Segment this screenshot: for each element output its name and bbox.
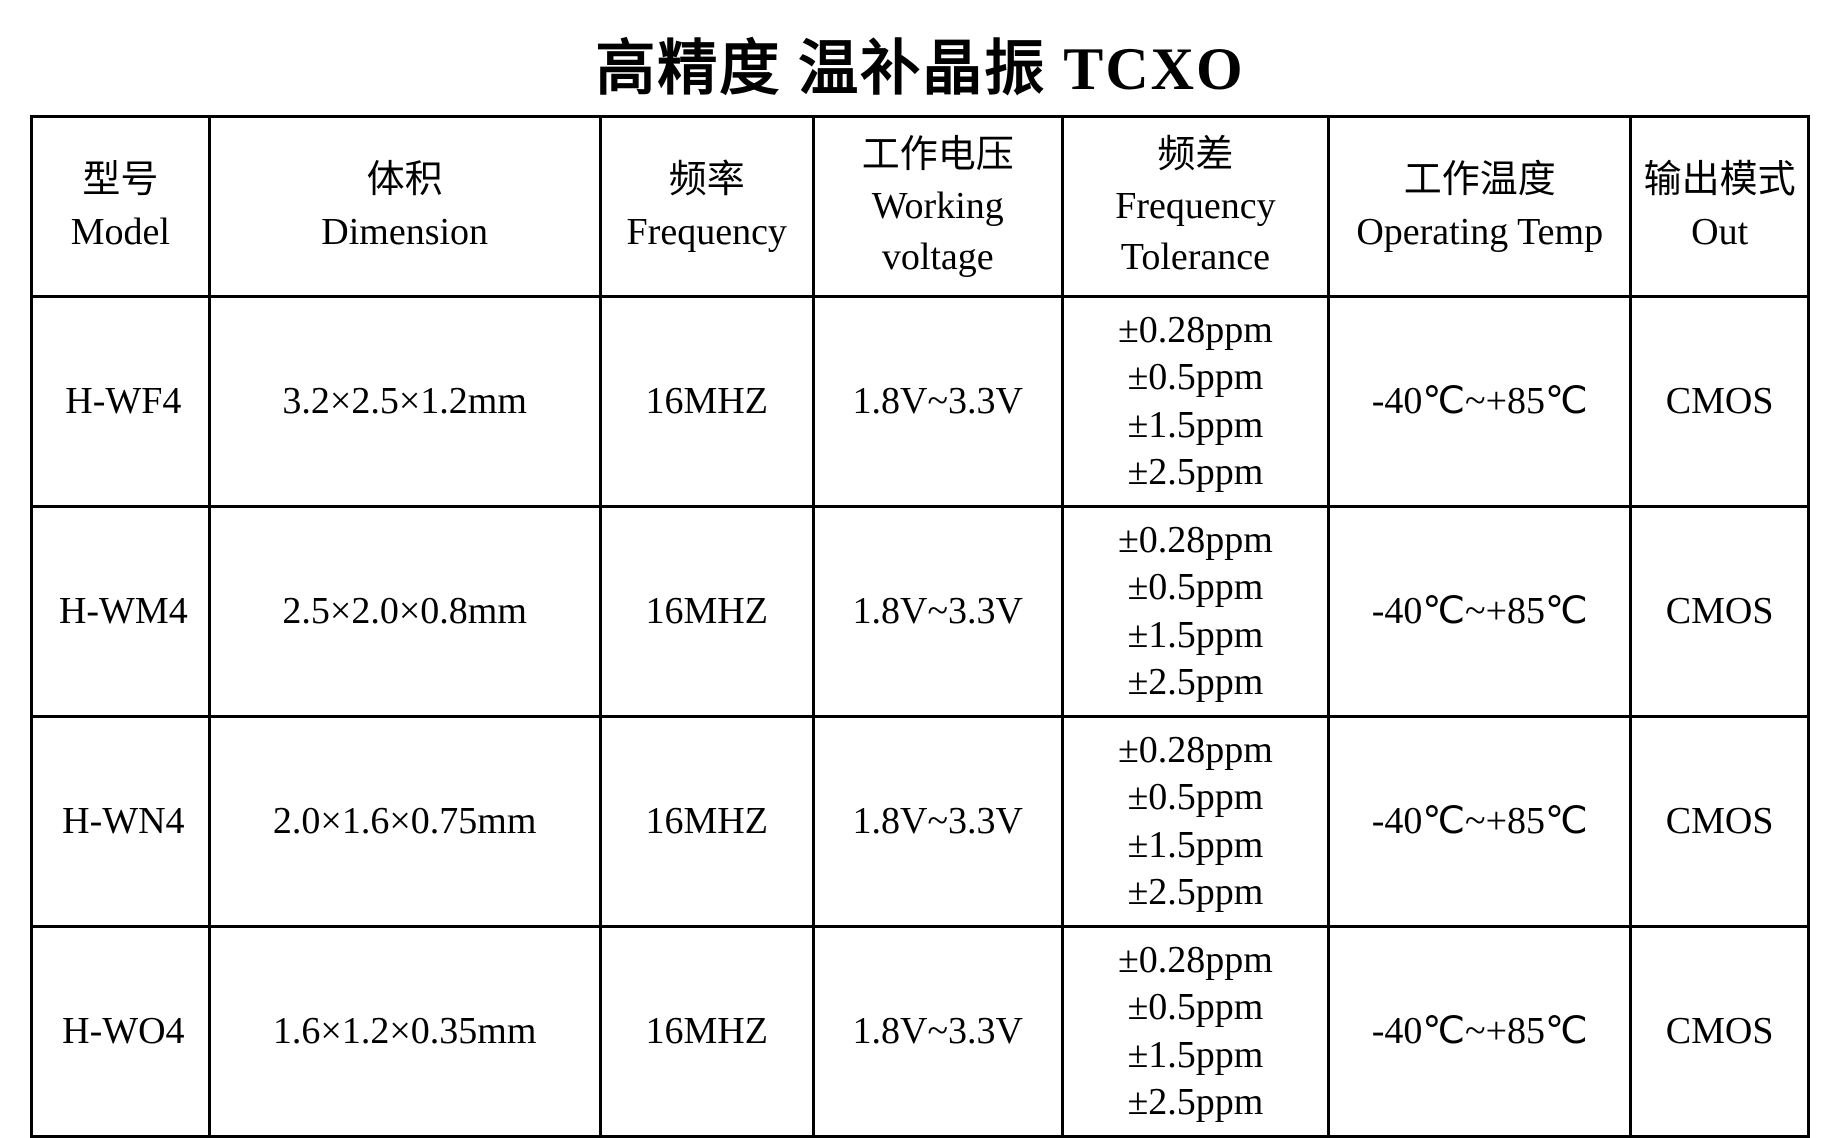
cell-voltage: 1.8V~3.3V bbox=[813, 717, 1062, 927]
table-row: H-WN42.0×1.6×0.75mm16MHZ1.8V~3.3V±0.28pp… bbox=[32, 717, 1809, 927]
cell-dimension: 3.2×2.5×1.2mm bbox=[209, 297, 600, 507]
col-header-en: Model bbox=[37, 207, 204, 258]
col-header-cn: 频率 bbox=[606, 155, 808, 206]
tolerance-value: ±1.5ppm bbox=[1068, 402, 1324, 450]
cell-voltage: 1.8V~3.3V bbox=[813, 297, 1062, 507]
tolerance-value: ±2.5ppm bbox=[1068, 449, 1324, 497]
tolerance-value: ±2.5ppm bbox=[1068, 1079, 1324, 1127]
col-header-en: Dimension bbox=[215, 207, 595, 258]
tolerance-value: ±0.28ppm bbox=[1068, 517, 1324, 565]
cell-dimension: 2.0×1.6×0.75mm bbox=[209, 717, 600, 927]
col-header-en: Frequency Tolerance bbox=[1068, 181, 1324, 284]
col-header-en: Frequency bbox=[606, 207, 808, 258]
col-header-frequency: 频率 Frequency bbox=[600, 117, 813, 297]
cell-temp: -40℃~+85℃ bbox=[1329, 297, 1631, 507]
cell-model: H-WF4 bbox=[32, 297, 210, 507]
cell-frequency: 16MHZ bbox=[600, 507, 813, 717]
col-header-en: Operating Temp bbox=[1334, 207, 1625, 258]
tolerance-value: ±0.5ppm bbox=[1068, 984, 1324, 1032]
cell-model: H-WM4 bbox=[32, 507, 210, 717]
cell-tolerance: ±0.28ppm±0.5ppm±1.5ppm±2.5ppm bbox=[1062, 717, 1329, 927]
tolerance-value: ±1.5ppm bbox=[1068, 612, 1324, 660]
table-body: H-WF43.2×2.5×1.2mm16MHZ1.8V~3.3V±0.28ppm… bbox=[32, 297, 1809, 1137]
col-header-en: Working voltage bbox=[819, 181, 1057, 284]
cell-dimension: 2.5×2.0×0.8mm bbox=[209, 507, 600, 717]
col-header-tolerance: 频差 Frequency Tolerance bbox=[1062, 117, 1329, 297]
cell-model: H-WN4 bbox=[32, 717, 210, 927]
col-header-dimension: 体积 Dimension bbox=[209, 117, 600, 297]
cell-temp: -40℃~+85℃ bbox=[1329, 927, 1631, 1137]
tolerance-value: ±0.28ppm bbox=[1068, 307, 1324, 355]
tolerance-value: ±0.28ppm bbox=[1068, 937, 1324, 985]
cell-tolerance: ±0.28ppm±0.5ppm±1.5ppm±2.5ppm bbox=[1062, 927, 1329, 1137]
table-row: H-WF43.2×2.5×1.2mm16MHZ1.8V~3.3V±0.28ppm… bbox=[32, 297, 1809, 507]
spec-table: 型号 Model 体积 Dimension 频率 Frequency 工作电压 … bbox=[30, 115, 1810, 1138]
cell-temp: -40℃~+85℃ bbox=[1329, 717, 1631, 927]
cell-frequency: 16MHZ bbox=[600, 717, 813, 927]
col-header-cn: 工作电压 bbox=[819, 130, 1057, 181]
col-header-cn: 工作温度 bbox=[1334, 155, 1625, 206]
cell-dimension: 1.6×1.2×0.35mm bbox=[209, 927, 600, 1137]
col-header-cn: 体积 bbox=[215, 155, 595, 206]
cell-tolerance: ±0.28ppm±0.5ppm±1.5ppm±2.5ppm bbox=[1062, 297, 1329, 507]
tolerance-value: ±2.5ppm bbox=[1068, 659, 1324, 707]
cell-temp: -40℃~+85℃ bbox=[1329, 507, 1631, 717]
cell-frequency: 16MHZ bbox=[600, 927, 813, 1137]
tolerance-value: ±0.28ppm bbox=[1068, 727, 1324, 775]
tolerance-value: ±0.5ppm bbox=[1068, 564, 1324, 612]
cell-out: CMOS bbox=[1631, 717, 1809, 927]
col-header-temp: 工作温度 Operating Temp bbox=[1329, 117, 1631, 297]
table-row: H-WO41.6×1.2×0.35mm16MHZ1.8V~3.3V±0.28pp… bbox=[32, 927, 1809, 1137]
col-header-cn: 频差 bbox=[1068, 130, 1324, 181]
col-header-out: 输出模式 Out bbox=[1631, 117, 1809, 297]
table-row: H-WM42.5×2.0×0.8mm16MHZ1.8V~3.3V±0.28ppm… bbox=[32, 507, 1809, 717]
page-title: 高精度 温补晶振 TCXO bbox=[30, 20, 1810, 107]
header-row: 型号 Model 体积 Dimension 频率 Frequency 工作电压 … bbox=[32, 117, 1809, 297]
tolerance-value: ±2.5ppm bbox=[1068, 869, 1324, 917]
cell-voltage: 1.8V~3.3V bbox=[813, 927, 1062, 1137]
cell-voltage: 1.8V~3.3V bbox=[813, 507, 1062, 717]
col-header-en: Out bbox=[1636, 207, 1803, 258]
col-header-cn: 输出模式 bbox=[1636, 155, 1803, 206]
cell-model: H-WO4 bbox=[32, 927, 210, 1137]
col-header-model: 型号 Model bbox=[32, 117, 210, 297]
tolerance-value: ±1.5ppm bbox=[1068, 1032, 1324, 1080]
col-header-cn: 型号 bbox=[37, 155, 204, 206]
tolerance-value: ±0.5ppm bbox=[1068, 354, 1324, 402]
cell-out: CMOS bbox=[1631, 927, 1809, 1137]
cell-frequency: 16MHZ bbox=[600, 297, 813, 507]
tolerance-value: ±0.5ppm bbox=[1068, 774, 1324, 822]
cell-out: CMOS bbox=[1631, 507, 1809, 717]
cell-tolerance: ±0.28ppm±0.5ppm±1.5ppm±2.5ppm bbox=[1062, 507, 1329, 717]
tolerance-value: ±1.5ppm bbox=[1068, 822, 1324, 870]
col-header-voltage: 工作电压 Working voltage bbox=[813, 117, 1062, 297]
cell-out: CMOS bbox=[1631, 297, 1809, 507]
